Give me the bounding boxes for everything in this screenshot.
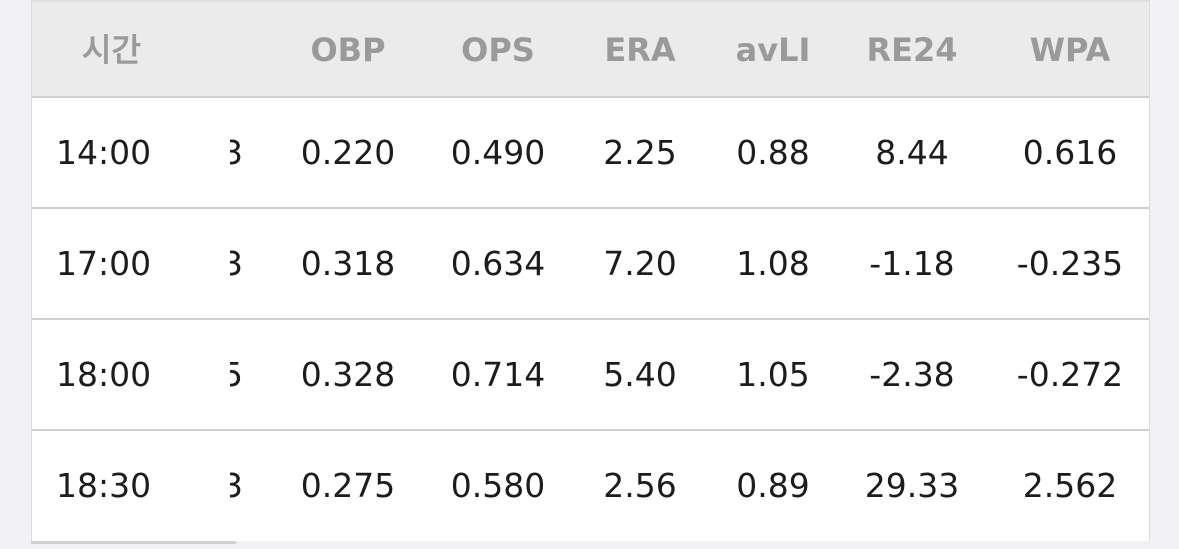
cell-avli: 1.05: [736, 355, 810, 394]
table-row: 18:30 3 0.275 0.580 2.56 0.89 29.33 2.56…: [32, 431, 1149, 541]
cell-wpa: 0.616: [1022, 133, 1118, 172]
cell-ops: 0.580: [450, 466, 546, 505]
cell-era: 7.20: [603, 244, 677, 283]
header-wpa[interactable]: WPA: [1029, 31, 1111, 69]
cell-wpa: 2.562: [1022, 466, 1118, 505]
cell-obp: 0.318: [300, 244, 396, 283]
table-row: 18:00 5 0.328 0.714 5.40 1.05 -2.38 -0.2…: [32, 320, 1149, 431]
cell-era: 2.56: [603, 466, 677, 505]
cell-ops: 0.634: [450, 244, 546, 283]
table-row: 17:00 3 0.318 0.634 7.20 1.08 -1.18 -0.2…: [32, 209, 1149, 320]
stats-table: 시간 OBP OPS ERA avLI RE24 WPA 14:00 3 0.2…: [31, 0, 1150, 541]
cell-clipped-value: 5: [230, 320, 244, 429]
table-header: 시간 OBP OPS ERA avLI RE24 WPA: [32, 0, 1149, 98]
header-time[interactable]: 시간: [82, 31, 141, 69]
cell-era: 5.40: [603, 355, 677, 394]
cell-obp: 0.220: [300, 133, 396, 172]
cell-wpa: -0.235: [1016, 244, 1124, 283]
cell-clipped-value: 3: [230, 98, 244, 207]
header-avli[interactable]: avLI: [735, 31, 811, 69]
cell-time: 14:00: [56, 133, 152, 172]
cell-re24: -2.38: [869, 355, 955, 394]
cell-era: 2.25: [603, 133, 677, 172]
table-row: 14:00 3 0.220 0.490 2.25 0.88 8.44 0.616: [32, 98, 1149, 209]
cell-clipped-value: 3: [230, 431, 244, 540]
cell-avli: 0.89: [736, 466, 810, 505]
header-re24[interactable]: RE24: [866, 31, 958, 69]
cell-re24: 29.33: [864, 466, 960, 505]
header-obp[interactable]: OBP: [310, 31, 386, 69]
cell-time: 18:30: [56, 466, 152, 505]
cell-obp: 0.328: [300, 355, 396, 394]
cell-re24: 8.44: [875, 133, 949, 172]
clipped-value-text: 3: [230, 133, 243, 172]
cell-avli: 0.88: [736, 133, 810, 172]
cell-clipped-value: 3: [230, 209, 244, 318]
clipped-value-text: 3: [230, 466, 243, 505]
cell-ops: 0.714: [450, 355, 546, 394]
cell-wpa: -0.272: [1016, 355, 1124, 394]
scroll-indicator: [31, 541, 236, 544]
clipped-value-text: 3: [230, 244, 243, 283]
header-era[interactable]: ERA: [604, 31, 676, 69]
cell-ops: 0.490: [450, 133, 546, 172]
cell-time: 18:00: [56, 355, 152, 394]
cell-re24: -1.18: [869, 244, 955, 283]
cell-obp: 0.275: [300, 466, 396, 505]
cell-avli: 1.08: [736, 244, 810, 283]
header-ops[interactable]: OPS: [461, 31, 535, 69]
cell-time: 17:00: [56, 244, 152, 283]
clipped-value-text: 5: [230, 355, 243, 394]
